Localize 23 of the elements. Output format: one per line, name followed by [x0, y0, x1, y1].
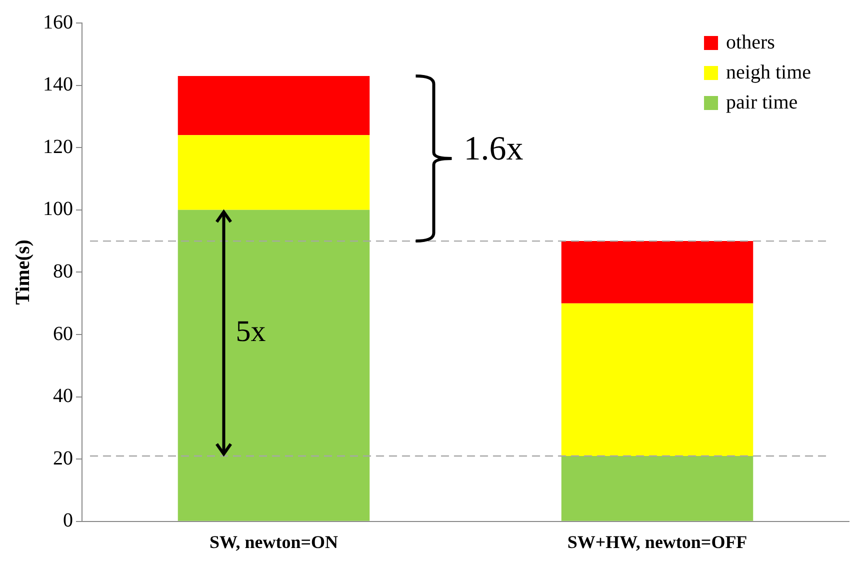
annotation: 1.6x: [464, 130, 524, 168]
x-tick-label: SW+HW, newton=OFF: [567, 532, 748, 552]
y-tick-label: 60: [53, 322, 73, 345]
bar: [561, 241, 754, 304]
y-tick-label: 40: [53, 385, 73, 408]
y-tick-label: 80: [53, 260, 73, 282]
bar: [178, 210, 370, 521]
y-tick-label: 0: [63, 510, 73, 532]
bar: [561, 456, 754, 521]
y-tick-label: 120: [43, 136, 73, 158]
y-tick-label: 20: [53, 447, 73, 470]
annotation: 5x: [236, 314, 266, 348]
legend-label: neigh time: [726, 61, 812, 84]
legend-label: pair time: [726, 91, 798, 114]
y-axis-title: Time(s): [12, 240, 34, 305]
bar: [178, 135, 370, 210]
x-tick-label: SW, newton=ON: [209, 532, 338, 552]
legend-label: others: [726, 31, 776, 54]
bar: [561, 303, 754, 456]
y-tick-label: 100: [43, 198, 73, 220]
y-tick-label: 160: [43, 11, 73, 34]
bar: [178, 76, 370, 136]
y-tick-label: 140: [43, 74, 73, 96]
